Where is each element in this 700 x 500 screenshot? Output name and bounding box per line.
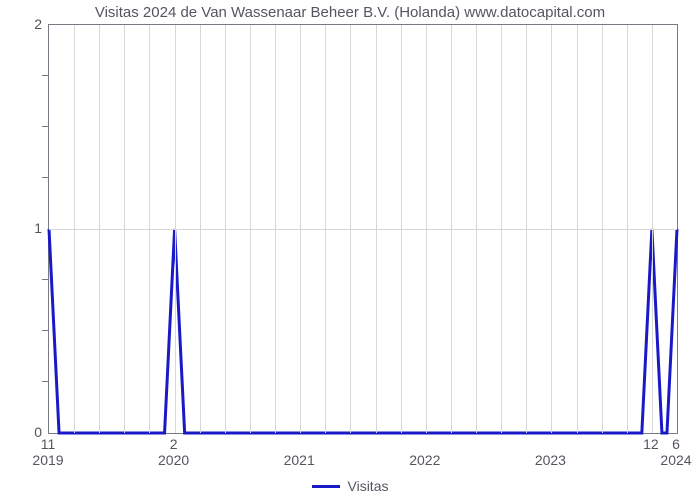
data-point-label: 11	[41, 436, 56, 452]
y-minor-tick	[42, 75, 48, 76]
x-tick-label: 2020	[158, 452, 189, 468]
data-point-label: 12	[643, 436, 659, 452]
gridline-horizontal	[49, 229, 677, 230]
y-tick-label: 2	[12, 16, 42, 32]
y-minor-tick	[42, 126, 48, 127]
legend-label: Visitas	[348, 478, 389, 494]
data-point-label: 6	[672, 436, 680, 452]
data-point-label: 2	[170, 436, 178, 452]
legend-swatch	[312, 485, 340, 488]
y-tick-label: 0	[12, 424, 42, 440]
x-tick-label: 2019	[32, 452, 63, 468]
x-tick-label: 2024	[660, 452, 691, 468]
y-minor-tick	[42, 279, 48, 280]
y-minor-tick	[42, 330, 48, 331]
legend: Visitas	[0, 475, 700, 495]
y-minor-tick	[42, 381, 48, 382]
x-tick-label: 2022	[409, 452, 440, 468]
chart-title: Visitas 2024 de Van Wassenaar Beheer B.V…	[0, 4, 700, 21]
legend-item-visitas: Visitas	[312, 478, 389, 494]
y-tick-label: 1	[12, 220, 42, 236]
y-minor-tick	[42, 177, 48, 178]
chart-container: Visitas 2024 de Van Wassenaar Beheer B.V…	[0, 0, 700, 500]
x-tick-label: 2023	[535, 452, 566, 468]
x-tick-label: 2021	[284, 452, 315, 468]
plot-area	[48, 24, 678, 434]
